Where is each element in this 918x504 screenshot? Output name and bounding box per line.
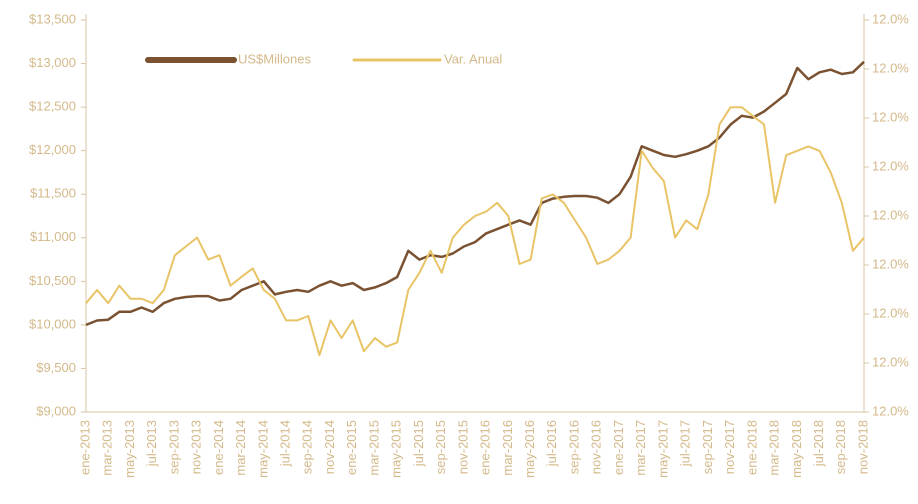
- x-tick-label: may-2013: [122, 420, 137, 478]
- series-line: [85, 60, 865, 327]
- y-tick-label: $11,500: [30, 186, 76, 201]
- y2-tick-label: 12.0%: [872, 109, 909, 124]
- y-tick-label: $10,500: [29, 273, 76, 288]
- x-tick-label: nov-2013: [189, 420, 204, 474]
- y2-tick-label: 12.0%: [872, 403, 909, 418]
- x-tick-label: nov-2015: [455, 420, 470, 474]
- x-tick-label: may-2018: [789, 420, 804, 478]
- y-tick-label: $9,500: [36, 360, 76, 375]
- x-tick-label: nov-2014: [322, 420, 337, 474]
- x-tick-label: sep-2015: [433, 420, 448, 474]
- x-tick-label: jul-2013: [144, 420, 159, 467]
- y2-tick-label: 12.0%: [872, 60, 909, 75]
- y-tick-label: $10,000: [29, 316, 76, 331]
- x-tick-label: ene-2018: [744, 420, 759, 475]
- x-tick-label: jul-2015: [411, 420, 426, 467]
- x-tick-label: may-2016: [522, 420, 537, 478]
- x-tick-label: mar-2015: [366, 420, 381, 476]
- x-tick-label: jul-2016: [544, 420, 559, 467]
- y-tick-label: $13,000: [29, 55, 76, 70]
- x-tick-label: ene-2016: [478, 420, 493, 475]
- x-tick-label: ene-2017: [611, 420, 626, 475]
- y2-tick-label: 12.0%: [872, 305, 909, 320]
- x-tick-label: mar-2017: [633, 420, 648, 476]
- x-tick-label: sep-2014: [300, 420, 315, 474]
- x-tick-label: mar-2013: [100, 420, 115, 476]
- x-tick-label: sep-2017: [700, 420, 715, 474]
- x-tick-label: ene-2013: [77, 420, 92, 475]
- y-tick-label: $9,000: [36, 403, 76, 418]
- y-tick-label: $12,000: [29, 142, 76, 157]
- x-tick-label: may-2015: [389, 420, 404, 478]
- y2-tick-label: 12.0%: [872, 158, 909, 173]
- x-tick-label: sep-2018: [833, 420, 848, 474]
- y-tick-label: $12,500: [29, 99, 76, 114]
- x-tick-label: ene-2015: [344, 420, 359, 475]
- x-tick-label: mar-2016: [500, 420, 515, 476]
- legend-label: US$Millones: [238, 51, 311, 66]
- x-tick-label: ene-2014: [211, 420, 226, 475]
- x-tick-label: may-2014: [255, 420, 270, 478]
- x-tick-label: jul-2014: [277, 420, 292, 467]
- x-tick-label: nov-2016: [589, 420, 604, 474]
- y-tick-label: $13,500: [29, 11, 76, 26]
- x-tick-label: sep-2016: [566, 420, 581, 474]
- series-line: [85, 106, 865, 357]
- y2-tick-label: 12.0%: [872, 207, 909, 222]
- x-tick-label: sep-2013: [166, 420, 181, 474]
- x-tick-label: nov-2017: [722, 420, 737, 474]
- x-tick-label: nov-2018: [855, 420, 870, 474]
- x-tick-label: mar-2018: [767, 420, 782, 476]
- x-tick-label: jul-2018: [811, 420, 826, 467]
- y2-tick-label: 12.0%: [872, 354, 909, 369]
- y2-tick-label: 12.0%: [872, 256, 909, 271]
- y2-tick-label: 12.0%: [872, 11, 909, 26]
- x-tick-label: mar-2014: [233, 420, 248, 476]
- legend-label: Var. Anual: [444, 51, 502, 66]
- y-tick-label: $11,000: [30, 229, 76, 244]
- x-tick-label: jul-2017: [678, 420, 693, 467]
- x-tick-label: may-2017: [655, 420, 670, 478]
